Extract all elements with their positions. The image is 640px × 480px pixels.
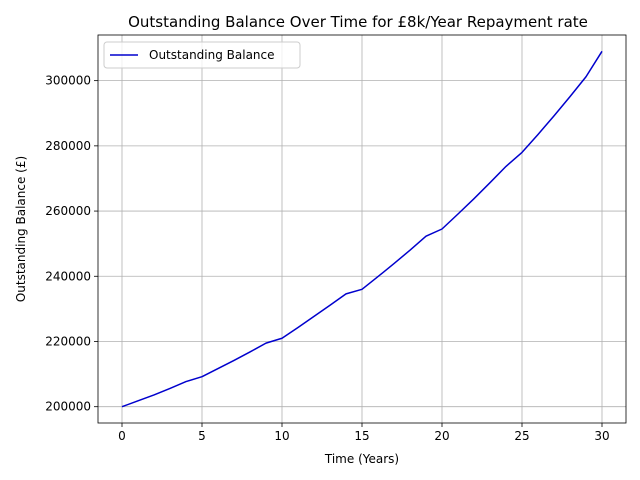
y-tick-label: 240000 <box>45 269 91 283</box>
y-tick-label: 300000 <box>45 74 91 88</box>
legend-label: Outstanding Balance <box>149 48 275 62</box>
x-tick-label: 5 <box>198 429 206 443</box>
y-tick-label: 260000 <box>45 204 91 218</box>
x-axis: 0 5 10 15 20 25 30 <box>118 423 610 443</box>
x-tick-label: 15 <box>354 429 369 443</box>
y-tick-label: 280000 <box>45 139 91 153</box>
x-tick-label: 10 <box>274 429 289 443</box>
x-tick-label: 25 <box>514 429 529 443</box>
series-line-outstanding-balance <box>121 50 603 408</box>
x-axis-label: Time (Years) <box>324 452 399 466</box>
y-axis-label: Outstanding Balance (£) <box>14 156 28 302</box>
legend: Outstanding Balance <box>103 41 301 69</box>
x-tick-label: 0 <box>118 429 126 443</box>
series-layer <box>121 50 603 408</box>
legend-box <box>103 41 301 69</box>
y-tick-label: 220000 <box>45 334 91 348</box>
y-axis: 200000 220000 240000 260000 280000 300000 <box>45 74 98 414</box>
x-tick-label: 20 <box>434 429 449 443</box>
x-tick-label: 30 <box>594 429 609 443</box>
chart-title: Outstanding Balance Over Time for £8k/Ye… <box>128 13 588 31</box>
y-tick-label: 200000 <box>45 400 91 414</box>
